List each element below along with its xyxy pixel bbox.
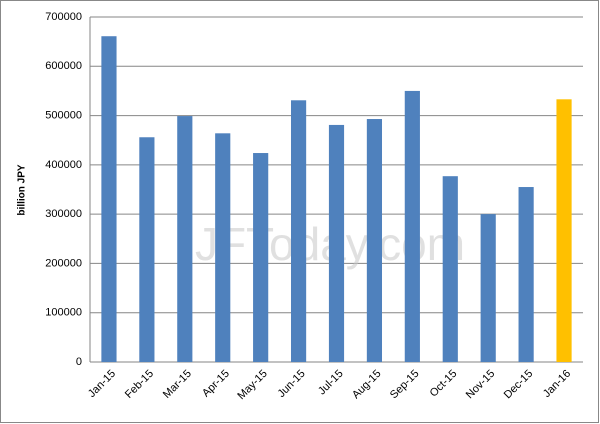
bar	[366, 119, 383, 363]
y-tick-label: 700000	[45, 11, 82, 23]
y-tick-label: 600000	[45, 60, 82, 72]
y-tick-label: 300000	[45, 208, 82, 220]
y-axis-label: billion JPY	[17, 164, 28, 215]
bar	[101, 36, 117, 362]
bar	[480, 214, 496, 362]
bar	[404, 90, 420, 362]
bar	[328, 124, 345, 362]
y-tick-label: 400000	[45, 159, 82, 171]
bar	[177, 116, 193, 362]
y-tick-label: 200000	[45, 257, 82, 269]
bar	[556, 99, 572, 363]
bar	[518, 187, 534, 362]
bar	[215, 133, 231, 362]
y-tick-label: 0	[76, 356, 82, 368]
bar	[442, 176, 458, 362]
y-tick-label: 100000	[45, 307, 82, 319]
bar	[253, 153, 269, 362]
y-tick-label: 500000	[45, 109, 82, 121]
bar	[139, 137, 155, 362]
bar	[290, 100, 307, 363]
